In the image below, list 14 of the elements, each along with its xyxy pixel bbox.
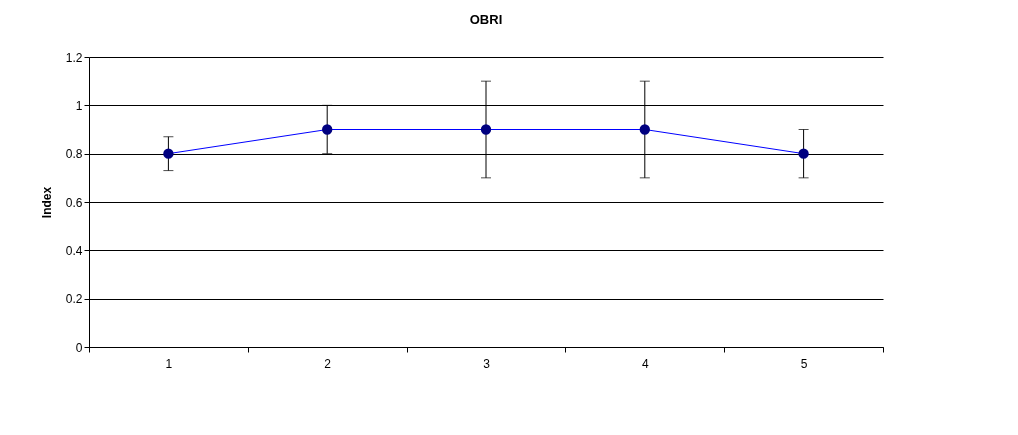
y-tick-label: 1 [75,98,83,113]
x-tick-label: 2 [324,356,332,371]
x-tick-label: 1 [165,356,173,371]
x-tick-label: 3 [483,356,491,371]
y-tick-label: 0.8 [65,147,83,162]
x-tick-label: 5 [800,356,808,371]
y-axis-title: Index [39,186,54,219]
y-tick-label: 0.2 [65,292,83,307]
x-tick-label: 4 [641,356,649,371]
chart-title: OBRI [469,12,503,27]
y-tick-label: 0 [75,340,83,355]
y-tick-label: 1.2 [65,50,83,65]
y-tick-label: 0.6 [65,195,83,210]
y-tick-label: 0.4 [65,243,83,258]
